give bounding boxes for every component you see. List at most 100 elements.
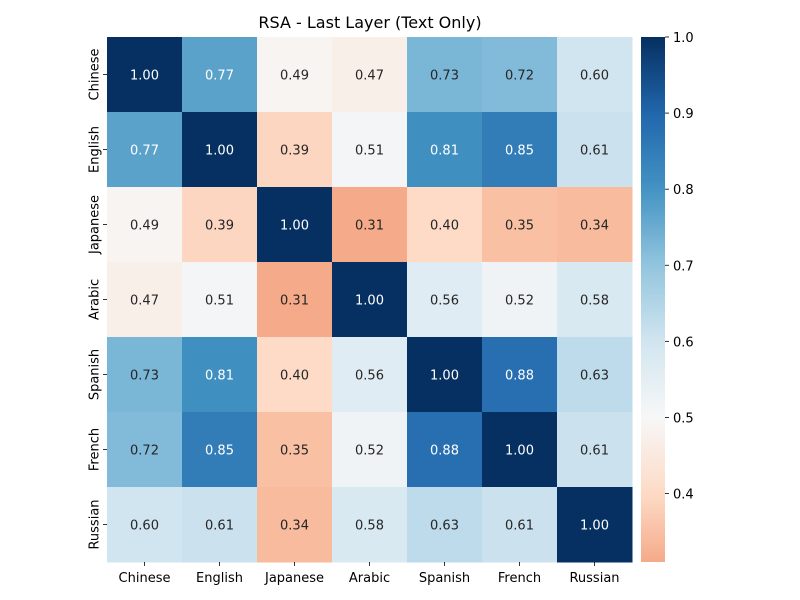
heatmap-cell <box>332 187 408 263</box>
cell-value-labels: 1.00 0.77 0.49 0.47 0.73 0.72 0.60 0.77 1.00 0.39… <box>130 69 609 534</box>
heatmap-cell <box>182 262 258 338</box>
chart-title: RSA - Last Layer (Text Only) <box>258 13 481 32</box>
cell-value-label: 0.39 <box>280 144 309 159</box>
cell-value-label: 0.88 <box>430 444 459 459</box>
cell-value-label: 0.81 <box>430 144 459 159</box>
x-axis-tick-labels: Chinese English Japanese Arabic Spanish Frenc… <box>119 562 620 586</box>
heatmap-cell <box>332 412 408 488</box>
x-tick-label: Japanese <box>264 571 324 586</box>
cell-value-label: 0.52 <box>355 444 384 459</box>
cell-value-label: 0.52 <box>505 294 534 309</box>
cell-value-label: 1.00 <box>280 219 309 234</box>
cell-value-label: 0.56 <box>430 294 459 309</box>
heatmap-cell <box>257 262 333 338</box>
colorbar-tick-label: 0.6 <box>673 335 694 350</box>
cell-value-label: 0.31 <box>280 294 309 309</box>
cell-value-label: 0.47 <box>355 69 384 84</box>
cell-value-label: 0.77 <box>130 144 159 159</box>
cell-value-label: 0.34 <box>280 519 309 534</box>
y-tick-label: French <box>88 428 103 471</box>
cell-value-label: 0.77 <box>205 69 234 84</box>
cell-value-label: 0.40 <box>280 369 309 384</box>
cell-value-label: 0.73 <box>430 69 459 84</box>
heatmap-cell <box>257 337 333 413</box>
heatmap-cell <box>557 262 633 338</box>
heatmap-cell <box>557 337 633 413</box>
heatmap-cell <box>332 487 408 563</box>
cell-value-label: 1.00 <box>130 69 159 84</box>
colorbar-tick-label: 1.0 <box>673 31 694 46</box>
x-tick-label: English <box>196 571 243 586</box>
x-tick-label: Chinese <box>119 571 171 586</box>
heatmap-cell <box>257 487 333 563</box>
y-tick-label: Chinese <box>88 49 103 101</box>
cell-value-label: 0.49 <box>130 219 159 234</box>
colorbar-tick-label: 0.9 <box>673 107 694 122</box>
cell-value-label: 0.85 <box>505 144 534 159</box>
heatmap-cell <box>407 37 483 113</box>
y-tick-label: English <box>88 126 103 173</box>
cell-value-label: 0.88 <box>505 369 534 384</box>
heatmap-cell <box>407 487 483 563</box>
heatmap-cell <box>482 487 558 563</box>
cell-value-label: 0.51 <box>355 144 384 159</box>
colorbar: 0.4 0.5 0.6 0.7 0.8 0.9 1.0 <box>641 31 694 562</box>
y-tick-label: Arabic <box>88 279 103 320</box>
cell-value-label: 1.00 <box>505 444 534 459</box>
cell-value-label: 1.00 <box>355 294 384 309</box>
heatmap-cell <box>332 262 408 338</box>
heatmap-cell <box>257 37 333 113</box>
cell-value-label: 0.60 <box>580 69 609 84</box>
cell-value-label: 1.00 <box>580 519 609 534</box>
heatmap-cell <box>182 487 258 563</box>
colorbar-tick-label: 0.4 <box>673 488 694 503</box>
x-tick-label: Russian <box>569 571 619 586</box>
heatmap-cell <box>257 412 333 488</box>
heatmap-cell <box>332 337 408 413</box>
y-tick-label: Russian <box>88 499 103 549</box>
heatmap-cell <box>182 37 258 113</box>
heatmap-cell <box>482 112 558 188</box>
cell-value-label: 0.35 <box>280 444 309 459</box>
cell-value-label: 0.85 <box>205 444 234 459</box>
heatmap-cell <box>107 112 183 188</box>
heatmap-cell <box>407 187 483 263</box>
heatmap-cell <box>407 337 483 413</box>
heatmap-cell <box>482 262 558 338</box>
cell-value-label: 0.51 <box>205 294 234 309</box>
heatmap-cell <box>182 112 258 188</box>
heatmap-cell <box>257 187 333 263</box>
heatmap-cell <box>557 37 633 113</box>
heatmap-cell <box>182 187 258 263</box>
cell-value-label: 0.58 <box>580 294 609 309</box>
heatmap-cells <box>107 37 633 563</box>
x-tick-label: Spanish <box>419 571 470 586</box>
cell-value-label: 0.61 <box>580 444 609 459</box>
cell-value-label: 0.56 <box>355 369 384 384</box>
colorbar-tick-label: 0.5 <box>673 411 694 426</box>
heatmap-cell <box>257 112 333 188</box>
cell-value-label: 0.61 <box>205 519 234 534</box>
heatmap-cell <box>107 412 183 488</box>
cell-value-label: 0.72 <box>505 69 534 84</box>
colorbar-gradient <box>641 37 665 562</box>
heatmap-cell <box>182 412 258 488</box>
cell-value-label: 0.61 <box>580 144 609 159</box>
heatmap-cell <box>107 37 183 113</box>
cell-value-label: 0.73 <box>130 369 159 384</box>
cell-value-label: 1.00 <box>205 144 234 159</box>
heatmap-cell <box>332 37 408 113</box>
cell-value-label: 1.00 <box>430 369 459 384</box>
cell-value-label: 0.39 <box>205 219 234 234</box>
heatmap-cell <box>557 487 633 563</box>
heatmap-cell <box>407 412 483 488</box>
cell-value-label: 0.72 <box>130 444 159 459</box>
colorbar-tick-label: 0.7 <box>673 259 694 274</box>
y-tick-label: Spanish <box>88 349 103 400</box>
cell-value-label: 0.63 <box>580 369 609 384</box>
cell-value-label: 0.34 <box>580 219 609 234</box>
cell-value-label: 0.63 <box>430 519 459 534</box>
cell-value-label: 0.49 <box>280 69 309 84</box>
heatmap-cell <box>557 187 633 263</box>
cell-value-label: 0.47 <box>130 294 159 309</box>
